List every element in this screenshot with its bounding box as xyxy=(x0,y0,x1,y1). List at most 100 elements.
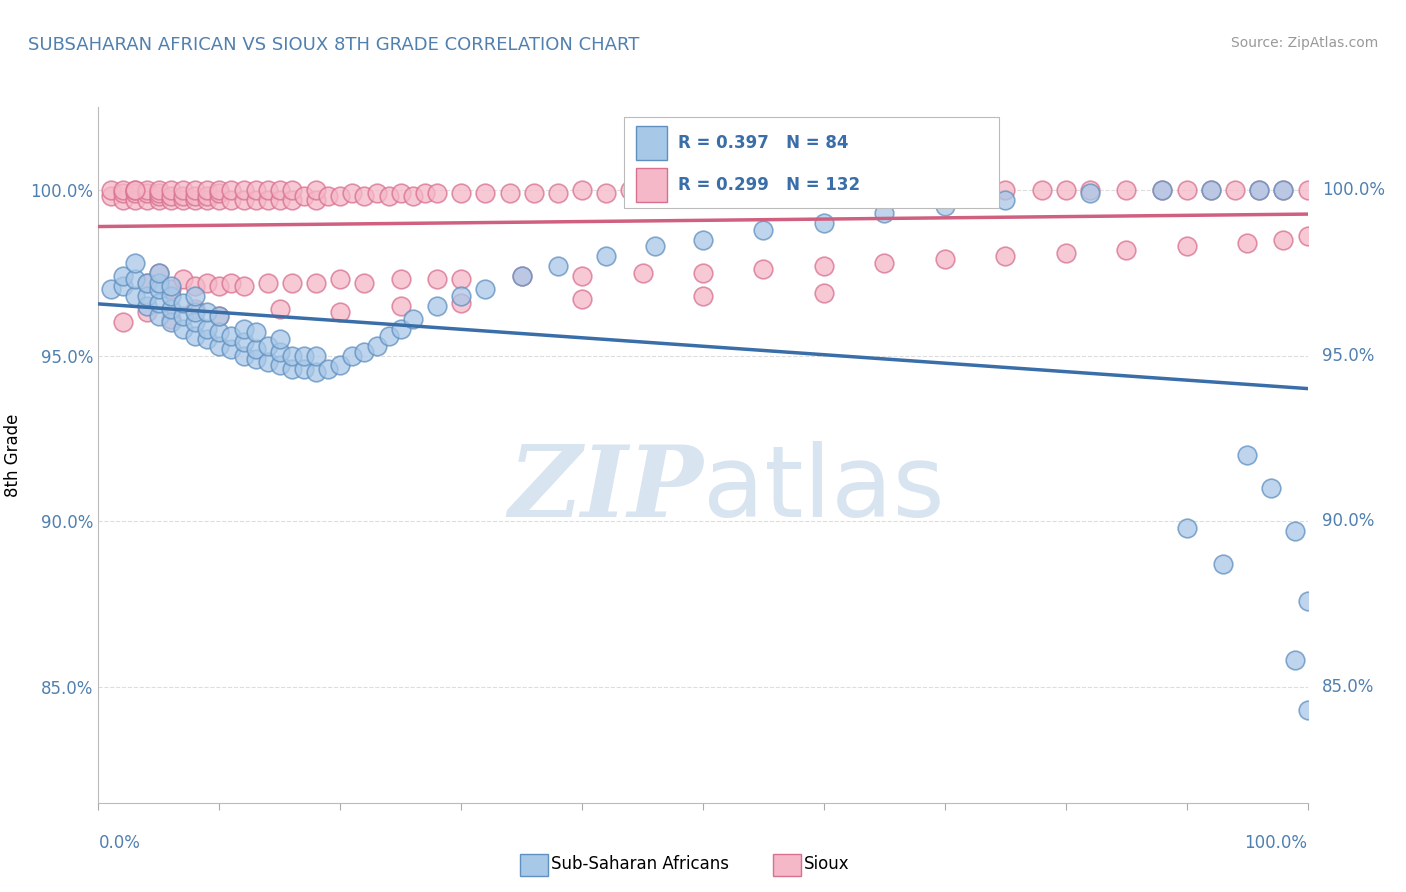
Point xyxy=(245,326,267,340)
Point xyxy=(195,193,218,207)
Point xyxy=(595,249,617,263)
Point xyxy=(994,183,1017,197)
Point xyxy=(813,285,835,300)
Point xyxy=(195,332,218,346)
Point xyxy=(1272,233,1295,247)
Point xyxy=(353,189,375,203)
Point xyxy=(135,305,157,319)
Point xyxy=(934,199,956,213)
Point xyxy=(789,183,811,197)
Point xyxy=(281,183,304,197)
Point xyxy=(256,338,278,352)
Point xyxy=(631,266,654,280)
Point xyxy=(316,361,339,376)
Point xyxy=(329,189,352,203)
Point xyxy=(135,276,157,290)
Point xyxy=(934,183,956,197)
Point xyxy=(135,276,157,290)
Point xyxy=(100,183,122,197)
Point xyxy=(1223,183,1246,197)
Y-axis label: 8th Grade: 8th Grade xyxy=(4,413,22,497)
Point xyxy=(172,309,194,323)
Point xyxy=(160,279,183,293)
Point xyxy=(135,186,157,201)
Point xyxy=(873,206,896,220)
Point xyxy=(269,345,291,359)
Point xyxy=(221,328,243,343)
Point xyxy=(692,233,714,247)
Point xyxy=(208,279,231,293)
Text: R = 0.299   N = 132: R = 0.299 N = 132 xyxy=(678,177,860,194)
Point xyxy=(292,361,315,376)
Point xyxy=(208,183,231,197)
Point xyxy=(402,312,425,326)
Text: Sub-Saharan Africans: Sub-Saharan Africans xyxy=(551,855,730,873)
Point xyxy=(1296,703,1319,717)
Point xyxy=(135,299,157,313)
Point xyxy=(571,292,593,306)
Point xyxy=(837,183,859,197)
Point xyxy=(195,183,218,197)
Point xyxy=(547,259,569,273)
Text: atlas: atlas xyxy=(703,442,945,538)
Point xyxy=(172,322,194,336)
Point xyxy=(269,183,291,197)
Point xyxy=(1296,229,1319,244)
Point xyxy=(305,183,328,197)
Point xyxy=(1260,481,1282,495)
Point xyxy=(389,322,412,336)
Point xyxy=(221,183,243,197)
Point xyxy=(329,305,352,319)
Point xyxy=(160,189,183,203)
Point xyxy=(172,183,194,197)
Point xyxy=(160,312,183,326)
Point xyxy=(221,276,243,290)
Point xyxy=(148,266,170,280)
Point xyxy=(619,183,641,197)
Point xyxy=(1199,183,1222,197)
Text: 85.0%: 85.0% xyxy=(1322,678,1374,696)
Point xyxy=(256,276,278,290)
Point xyxy=(100,282,122,296)
Point xyxy=(160,282,183,296)
Point xyxy=(124,289,146,303)
Point xyxy=(292,349,315,363)
Point xyxy=(281,193,304,207)
Point xyxy=(221,193,243,207)
Text: 100.0%: 100.0% xyxy=(1322,181,1385,199)
Point xyxy=(329,359,352,373)
Point xyxy=(172,272,194,286)
Point xyxy=(172,193,194,207)
Point xyxy=(305,349,328,363)
Text: 0.0%: 0.0% xyxy=(98,834,141,852)
Point xyxy=(1296,593,1319,607)
Point xyxy=(160,183,183,197)
Point xyxy=(1054,245,1077,260)
Point xyxy=(160,315,183,329)
Point xyxy=(402,189,425,203)
Point xyxy=(1175,521,1198,535)
Point xyxy=(148,295,170,310)
Point xyxy=(184,328,207,343)
Point xyxy=(208,186,231,201)
Point xyxy=(256,193,278,207)
Point xyxy=(232,279,254,293)
Point xyxy=(1078,186,1101,201)
Point xyxy=(668,183,690,197)
Text: SUBSAHARAN AFRICAN VS SIOUX 8TH GRADE CORRELATION CHART: SUBSAHARAN AFRICAN VS SIOUX 8TH GRADE CO… xyxy=(28,36,640,54)
Text: Source: ZipAtlas.com: Source: ZipAtlas.com xyxy=(1230,36,1378,50)
Point xyxy=(994,249,1017,263)
Point xyxy=(692,289,714,303)
Point xyxy=(377,189,399,203)
Point xyxy=(389,299,412,313)
Point xyxy=(474,186,496,201)
Point xyxy=(366,186,388,201)
Point xyxy=(353,276,375,290)
Point xyxy=(1054,183,1077,197)
Point xyxy=(245,351,267,366)
Point xyxy=(184,302,207,317)
Point xyxy=(450,289,472,303)
Point xyxy=(1175,183,1198,197)
Point xyxy=(353,345,375,359)
Point xyxy=(571,183,593,197)
